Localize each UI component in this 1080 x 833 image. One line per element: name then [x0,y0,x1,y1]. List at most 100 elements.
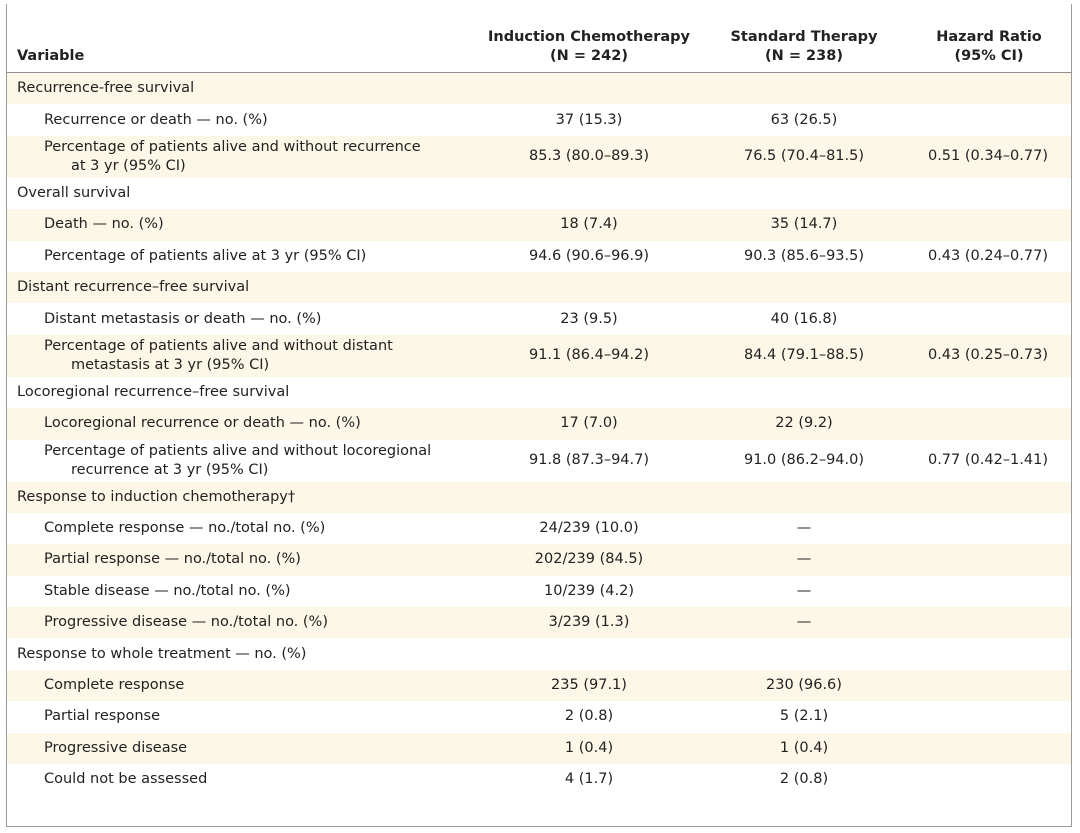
hazard-value [907,408,1071,440]
section-row: Response to whole treatment — no. (%) [7,638,1071,669]
induction-value: 18 (7.4) [477,209,701,241]
section-label: Response to whole treatment — no. (%) [17,645,307,662]
hazard-value [907,669,1071,702]
hazard-value: 0.43 (0.24–0.77) [927,247,1048,264]
table-header-row: Variable Induction Chemotherapy (N = 242… [7,4,1071,73]
induction-value: 2 (0.8) [564,708,614,725]
table-row: Locoregional recurrence or death — no. (… [7,408,1071,440]
row-label: Progressive disease [7,732,477,765]
section-row: Overall survival [7,178,1071,209]
table-row: Could not be assessed 4 (1.7) 2 (0.8) [7,764,1071,795]
hazard-value: 0.77 (0.42–1.41) [927,452,1048,469]
standard-value: 76.5 (70.4–81.5) [701,135,907,178]
row-label: Recurrence or death — no. (%) [44,111,268,128]
header-hazard-ci: (95% CI) [954,48,1024,64]
header-variable: Variable [7,4,477,73]
standard-value: — [796,520,812,537]
table-row: Complete response 235 (97.1) 230 (96.6) [7,669,1071,702]
hazard-value [907,513,1071,544]
table-frame [6,4,1072,827]
row-label: Percentage of patients alive and without… [7,334,477,377]
row-label: Percentage of patients alive at 3 yr (95… [44,247,367,264]
header-standard-n: (N = 238) [765,48,843,64]
results-table: Variable Induction Chemotherapy (N = 242… [7,4,1071,795]
standard-value: 84.4 (79.1–88.5) [701,334,907,377]
induction-value: 24/239 (10.0) [539,520,639,537]
standard-value: 5 (2.1) [779,708,829,725]
table-row: Progressive disease — no./total no. (%) … [7,607,1071,639]
hazard-value: 0.51 (0.34–0.77) [907,135,1071,178]
induction-value: 235 (97.1) [477,669,701,702]
table-row: Progressive disease 1 (0.4) 1 (0.4) [7,732,1071,765]
hazard-value [907,104,1071,135]
induction-value: 10/239 (4.2) [544,582,634,599]
row-label-line1: Percentage of patients alive and without… [44,337,393,354]
induction-value: 202/239 (84.5) [477,544,701,576]
induction-value: 37 (15.3) [555,111,623,128]
row-label-line1: Percentage of patients alive and without… [44,442,432,459]
hazard-value [907,607,1071,639]
row-label: Death — no. (%) [7,209,477,241]
hazard-value [907,209,1071,241]
section-row: Response to induction chemotherapy† [7,481,1071,513]
row-label: Could not be assessed [44,771,208,788]
standard-value: 230 (96.6) [701,669,907,702]
section-row: Distant recurrence–free survival [7,271,1071,304]
row-label-line2: at 3 yr (95% CI) [71,157,186,174]
row-label: Stable disease — no./total no. (%) [44,582,291,599]
row-label-line2: recurrence at 3 yr (95% CI) [71,461,269,478]
induction-value: 23 (9.5) [560,310,618,327]
standard-value: — [796,582,812,599]
header-hazard: Hazard Ratio (95% CI) [907,4,1071,73]
induction-value: 91.1 (86.4–94.2) [477,334,701,377]
standard-value: 22 (9.2) [701,408,907,440]
header-induction-title: Induction Chemotherapy [488,29,690,45]
section-row: Recurrence-free survival [7,72,1071,105]
hazard-value [907,576,1071,607]
standard-value: 91.0 (86.2–94.0) [743,452,865,469]
row-label: Progressive disease — no./total no. (%) [7,607,477,639]
hazard-value [907,303,1071,334]
table-row: Percentage of patients alive and without… [7,135,1071,178]
section-label: Locoregional recurrence–free survival [17,383,290,400]
induction-value: 94.6 (90.6–96.9) [528,247,650,264]
table-row: Distant metastasis or death — no. (%) 23… [7,303,1071,334]
induction-value: 17 (7.0) [477,408,701,440]
row-label: Partial response — no./total no. (%) [7,544,477,576]
header-hazard-title: Hazard Ratio [936,29,1042,45]
hazard-value [907,544,1071,576]
standard-value: 1 (0.4) [701,732,907,765]
section-label: Recurrence-free survival [7,72,1071,105]
table-row: Complete response — no./total no. (%) 24… [7,513,1071,544]
section-label: Distant recurrence–free survival [7,271,1071,304]
table-row: Percentage of patients alive at 3 yr (95… [7,241,1071,272]
row-label-line2: metastasis at 3 yr (95% CI) [71,356,270,373]
row-label: Percentage of patients alive and without… [7,440,477,482]
standard-value: 35 (14.7) [701,209,907,241]
table-row: Percentage of patients alive and without… [7,334,1071,377]
hazard-value [907,732,1071,765]
hazard-value [907,764,1071,795]
table-row: Death — no. (%) 18 (7.4) 35 (14.7) [7,209,1071,241]
table-row: Recurrence or death — no. (%) 37 (15.3) … [7,104,1071,135]
row-label: Locoregional recurrence or death — no. (… [7,408,477,440]
row-label: Complete response — no./total no. (%) [44,520,326,537]
standard-value: — [701,544,907,576]
header-standard-title: Standard Therapy [730,29,878,45]
induction-value: 1 (0.4) [477,732,701,765]
induction-value: 85.3 (80.0–89.3) [477,135,701,178]
standard-value: 90.3 (85.6–93.5) [743,247,865,264]
row-label: Complete response [7,669,477,702]
section-label: Overall survival [17,184,131,201]
table-row: Percentage of patients alive and without… [7,440,1071,482]
section-label: Response to induction chemotherapy† [7,481,1071,513]
hazard-value [907,701,1071,732]
row-label-line1: Percentage of patients alive and without… [44,138,421,155]
header-induction-n: (N = 242) [550,48,628,64]
header-induction: Induction Chemotherapy (N = 242) [477,4,701,73]
hazard-value: 0.43 (0.25–0.73) [907,334,1071,377]
table-row: Partial response 2 (0.8) 5 (2.1) [7,701,1071,732]
standard-value: 40 (16.8) [770,310,838,327]
row-label: Partial response [44,708,161,725]
row-label: Percentage of patients alive and without… [7,135,477,178]
